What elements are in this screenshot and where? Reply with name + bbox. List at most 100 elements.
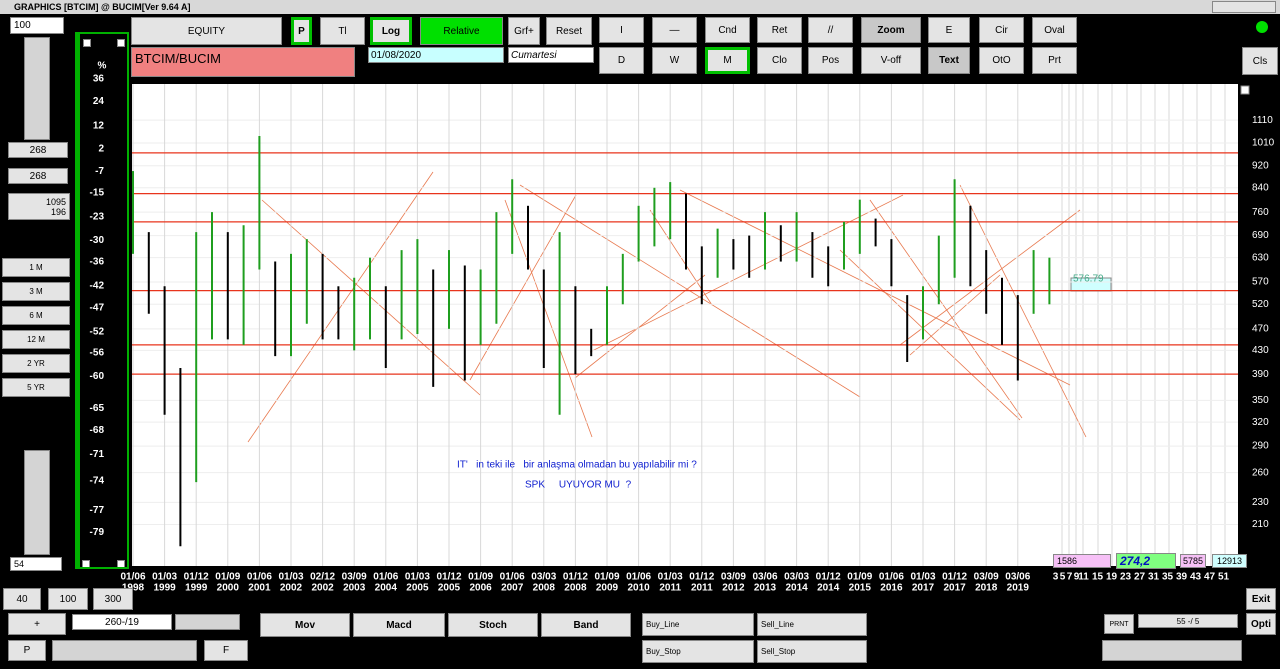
y-tick-label: 520 xyxy=(1252,299,1269,310)
button[interactable]: OtO xyxy=(979,47,1024,74)
x-tick-label: 2001 xyxy=(248,583,271,594)
x-tick-label: 03/09 xyxy=(342,572,367,583)
button[interactable]: Stoch xyxy=(448,613,538,637)
x-tick-label: 1998 xyxy=(122,583,145,594)
y2-tick-label: -56 xyxy=(90,348,105,359)
x-tick-label: 01/12 xyxy=(942,572,967,583)
period-button[interactable]: 2 YR xyxy=(2,354,70,373)
button[interactable]: Pos xyxy=(808,47,853,74)
checkbox-button[interactable]: Buy_Line xyxy=(642,613,754,636)
zoom-input[interactable]: 100 xyxy=(10,17,64,34)
scrollbar[interactable] xyxy=(24,450,50,555)
x-tick-label: 2014 xyxy=(785,583,808,594)
button[interactable]: Prt xyxy=(1032,47,1077,74)
button[interactable]: Cls xyxy=(1242,47,1278,75)
range-input[interactable]: 260-/19 xyxy=(72,614,172,630)
button[interactable]: Ret xyxy=(757,17,802,43)
period-button[interactable]: 1 M xyxy=(2,258,70,277)
button[interactable]: Relative xyxy=(420,17,503,45)
x-tick-label: 9 xyxy=(1074,572,1080,583)
button[interactable]: V-off xyxy=(861,47,921,74)
x-tick-label: 01/09 xyxy=(468,572,493,583)
button[interactable]: 100 xyxy=(48,588,88,610)
annotation: IT' in teki ile bir anlaşma olmadan bu y… xyxy=(457,460,697,471)
button[interactable]: M xyxy=(705,47,750,74)
x-tick-label: 19 xyxy=(1106,572,1118,583)
button[interactable]: Exit xyxy=(1246,588,1276,610)
button[interactable]: Log xyxy=(370,17,412,45)
period-button[interactable]: 12 M xyxy=(2,330,70,349)
x-tick-label: 23 xyxy=(1120,572,1132,583)
x-tick-label: 2014 xyxy=(817,583,840,594)
button[interactable]: + xyxy=(8,613,66,635)
x-tick-label: 1999 xyxy=(153,583,176,594)
checkbox-button[interactable]: Sell_Line xyxy=(757,613,867,636)
button[interactable]: Band xyxy=(541,613,631,637)
x-tick-label: 01/12 xyxy=(563,572,588,583)
period-button[interactable]: 5 YR xyxy=(2,378,70,397)
button[interactable]: Cir xyxy=(979,17,1024,43)
window-controls[interactable] xyxy=(1212,1,1276,13)
button[interactable]: // xyxy=(808,17,853,43)
period-button[interactable]: 6 M xyxy=(2,306,70,325)
y-tick-label: 920 xyxy=(1252,160,1269,171)
checkbox-button[interactable]: Sell_Stop xyxy=(757,640,867,663)
y-tick-label: 760 xyxy=(1252,207,1269,218)
button[interactable]: P xyxy=(8,640,46,661)
button[interactable]: PRNT xyxy=(1104,614,1134,634)
x-tick-label: 2002 xyxy=(280,583,303,594)
x-tick-label: 2016 xyxy=(880,583,903,594)
value: 196 xyxy=(50,206,66,217)
input[interactable]: 54 xyxy=(10,557,62,571)
y-tick-label: 1110 xyxy=(1252,115,1273,126)
button[interactable]: Mov xyxy=(260,613,350,637)
button[interactable]: W xyxy=(652,47,697,74)
button[interactable]: — xyxy=(652,17,697,43)
button[interactable]: Oval xyxy=(1032,17,1077,43)
stat: 5785 xyxy=(1180,554,1206,568)
button[interactable]: Cnd xyxy=(705,17,750,43)
chart: % 11101010920840760690630570520470430390… xyxy=(75,32,1275,594)
checkbox[interactable] xyxy=(83,39,91,47)
y2-tick-label: -77 xyxy=(90,505,105,516)
button[interactable]: Text xyxy=(928,47,970,74)
y2-tick-label: -15 xyxy=(90,188,105,199)
button[interactable]: EQUITY xyxy=(131,17,282,45)
y-tick-label: 570 xyxy=(1252,277,1269,288)
x-tick-label: 03/09 xyxy=(974,572,999,583)
button[interactable]: Grf+ xyxy=(508,17,540,45)
button[interactable]: Opti xyxy=(1246,613,1276,635)
button[interactable]: 300 xyxy=(93,588,133,610)
x-tick-label: 2010 xyxy=(627,583,650,594)
counter: 55 -/ 5 xyxy=(1138,614,1238,628)
button[interactable]: Macd xyxy=(353,613,445,637)
button[interactable]: Tl xyxy=(320,17,365,45)
checkbox-button[interactable]: Buy_Stop xyxy=(642,640,754,663)
button[interactable]: P xyxy=(291,17,312,45)
x-tick-label: 11 xyxy=(1078,572,1089,583)
button[interactable]: Clo xyxy=(757,47,802,74)
scrollbar[interactable] xyxy=(24,37,50,140)
button[interactable]: E xyxy=(928,17,970,43)
checkbox[interactable] xyxy=(117,39,125,47)
period-button[interactable]: 3 M xyxy=(2,282,70,301)
slider[interactable] xyxy=(1102,640,1242,661)
status-light xyxy=(1256,21,1268,33)
slider[interactable] xyxy=(175,614,240,630)
x-tick-label: 43 xyxy=(1190,572,1202,583)
scrollbar[interactable] xyxy=(52,640,197,661)
last-price: 576.79 xyxy=(1073,274,1104,285)
button[interactable]: Reset xyxy=(546,17,592,45)
button[interactable]: Zoom xyxy=(861,17,921,43)
button[interactable]: 40 xyxy=(3,588,41,610)
window-title: GRAPHICS [BTCIM] @ BUCIM[Ver 9.64 A] xyxy=(14,2,191,12)
button[interactable]: F xyxy=(204,640,248,661)
x-tick-label: 2003 xyxy=(343,583,366,594)
button[interactable]: I xyxy=(599,17,644,43)
x-tick-label: 03/03 xyxy=(784,572,809,583)
checkbox[interactable] xyxy=(1240,85,1250,95)
x-tick-label: 01/06 xyxy=(879,572,904,583)
percent-frame xyxy=(75,32,129,569)
y-tick-label: 290 xyxy=(1252,441,1269,452)
button[interactable]: D xyxy=(599,47,644,74)
